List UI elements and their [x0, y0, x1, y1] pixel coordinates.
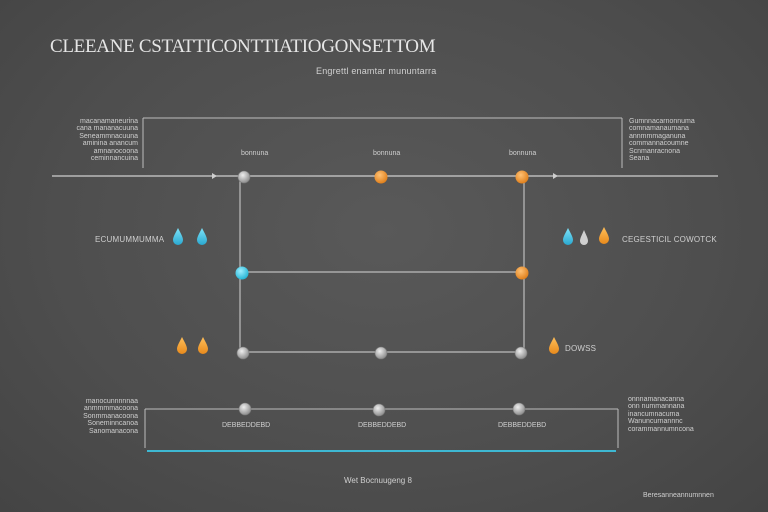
- bottom-right-note: corammannumncona: [628, 425, 694, 433]
- left-note: cana mananacuuna: [76, 125, 139, 133]
- droplet-orange-icon: [198, 337, 208, 354]
- side-label-right-small: DOWSS: [565, 344, 597, 353]
- left-note: macanamaneurina: [80, 118, 138, 125]
- left-note: aminina anancum: [82, 140, 138, 148]
- left-note: ceminnancuina: [90, 155, 138, 163]
- axis-arrow-left-icon: [212, 173, 217, 179]
- node-lower-right: [512, 402, 526, 416]
- node-label-left: bonnuna: [241, 150, 269, 157]
- right-notes: Gumnnacarnonnuma comnamanaumana annmmmag…: [629, 118, 739, 162]
- axis-arrow-right-icon: [553, 173, 558, 179]
- node-bottom-right: [514, 346, 528, 360]
- diagram-title: CLEEANE CSTATTICONTTIATIOGONSETTOM: [50, 36, 436, 57]
- node-top-left: [237, 170, 251, 184]
- bottom-node-label: DEBBEDDEBD: [498, 422, 547, 429]
- right-note: annmmmaganuna: [629, 132, 686, 140]
- bottom-right-note: Wanuncurnannnc: [628, 418, 683, 426]
- bottom-right-note: inancumnacuma: [628, 410, 680, 418]
- right-note: Seana: [629, 155, 650, 163]
- side-label-right: CEGESTICIL COWOTCK: [622, 235, 717, 244]
- bottom-left-note: Soneminncanoa: [87, 420, 138, 428]
- right-note: commannacoumne: [629, 140, 689, 148]
- bottom-right-note: onn nummannana: [628, 403, 685, 411]
- right-note: Gumnnacarnonnuma: [629, 118, 695, 125]
- diagram-subtitle: Engrettl enamtar mununtarra: [316, 66, 437, 76]
- droplet-orange-icon: [599, 227, 609, 244]
- node-lower-left: [238, 402, 252, 416]
- droplet-cyan-icon: [197, 228, 207, 245]
- side-label-left: ECUMUMMUMMA: [95, 235, 165, 244]
- bottom-node-label: DEBBEDDEBD: [222, 422, 271, 429]
- bottom-node-label: DEBBEDDEBD: [358, 422, 407, 429]
- node-bottom-left: [236, 346, 250, 360]
- node-middle-right: [515, 266, 529, 280]
- node-top-center: [374, 170, 388, 184]
- node-bottom-center: [374, 346, 388, 360]
- droplet-cyan-icon: [173, 228, 183, 245]
- node-top-right: [515, 170, 529, 184]
- footer-right-text: Beresanneannumnnen: [643, 492, 714, 499]
- node-label-right: bonnuna: [509, 150, 537, 157]
- droplet-grey-icon: [580, 230, 588, 245]
- bottom-left-note: Sonmmanacoona: [83, 412, 138, 420]
- left-note: amnanocoona: [93, 147, 138, 155]
- left-note: Seneammnacuuna: [79, 132, 138, 140]
- node-middle-left: [235, 266, 249, 280]
- right-note: comnamanaumana: [629, 125, 689, 133]
- bottom-right-notes: onnnamanacanna onn nummannana inancumnac…: [628, 396, 738, 433]
- droplet-orange-icon: [177, 337, 187, 354]
- left-notes: macanamaneurina cana mananacuuna Seneamm…: [40, 118, 139, 163]
- droplet-cyan-icon: [563, 228, 573, 245]
- bottom-left-note: Sanomanacona: [88, 427, 138, 435]
- bottom-left-notes: manocunnnnnaa anmmmmacoona Sonmmanacoona…: [40, 398, 138, 435]
- right-note: Scnmanracnona: [629, 147, 680, 155]
- node-label-center: bonnuna: [373, 150, 401, 157]
- footer-center-text: Wet Bocnuugeng 8: [344, 476, 412, 485]
- bottom-left-note: anmmmmacoona: [83, 405, 138, 413]
- bottom-right-note: onnnamanacanna: [628, 396, 685, 403]
- bottom-left-note: manocunnnnnaa: [85, 398, 138, 405]
- node-lower-center: [372, 403, 386, 417]
- droplet-orange-icon: [549, 337, 559, 354]
